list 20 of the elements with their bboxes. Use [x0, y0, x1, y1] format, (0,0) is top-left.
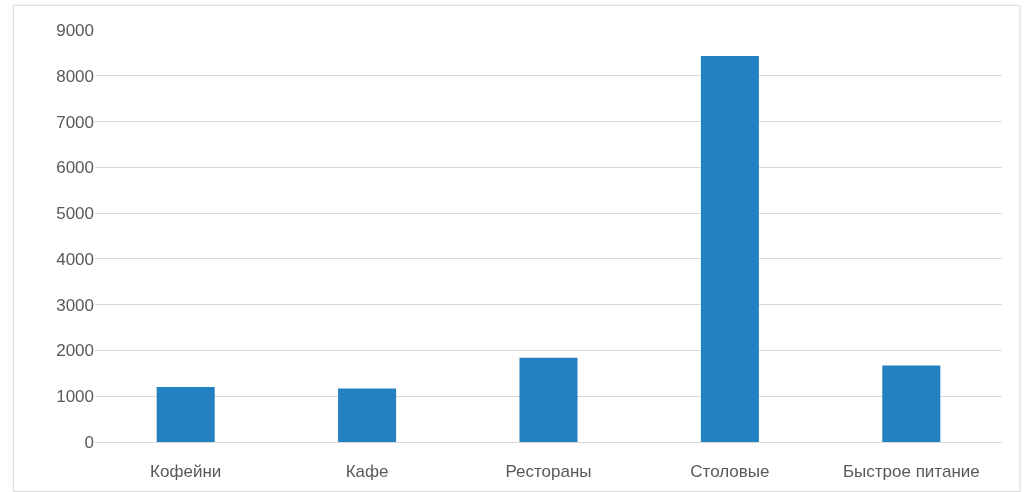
bar — [338, 388, 397, 442]
x-tick-label: Столовые — [690, 462, 770, 482]
y-tick-label: 2000 — [56, 341, 94, 361]
x-tick-label: Кофейни — [150, 462, 222, 482]
x-tick-label: Кафе — [345, 462, 389, 482]
bar — [882, 365, 941, 442]
bar — [519, 357, 578, 442]
bar — [156, 387, 215, 442]
y-tick-label: 7000 — [56, 112, 94, 132]
y-tick-label: 1000 — [56, 387, 94, 407]
y-tick-label: 0 — [84, 432, 94, 452]
y-tick-label: 5000 — [56, 204, 94, 224]
y-tick-label: 9000 — [56, 20, 94, 40]
y-tick-label: 3000 — [56, 295, 94, 315]
bar — [700, 56, 759, 442]
x-tick-label: Быстрое питание — [842, 462, 980, 482]
y-tick-label: 6000 — [56, 158, 94, 178]
y-tick-label: 8000 — [56, 66, 94, 86]
x-tick-label: Рестораны — [505, 462, 592, 482]
y-tick-label: 4000 — [56, 249, 94, 269]
